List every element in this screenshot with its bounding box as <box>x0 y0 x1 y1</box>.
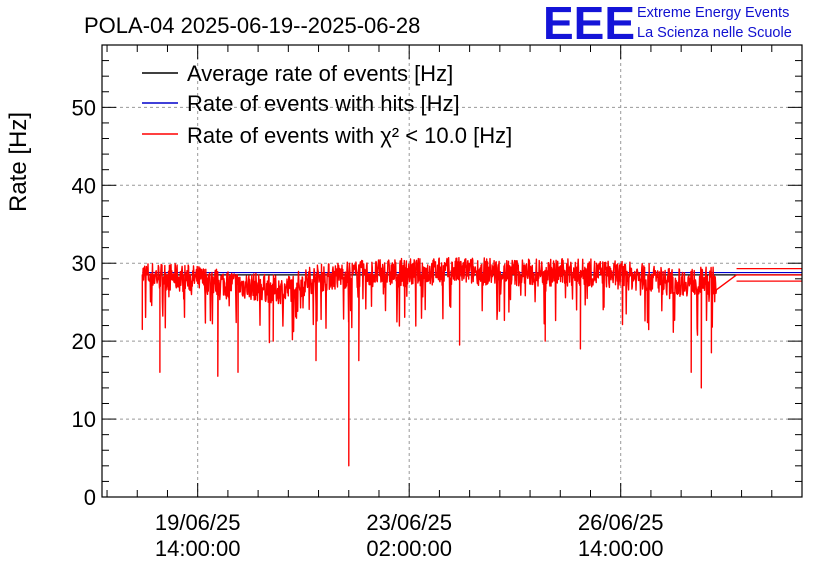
x-tick-time-1: 02:00:00 <box>366 536 452 561</box>
x-tick-time-2: 14:00:00 <box>578 536 664 561</box>
plot-frame <box>101 44 803 498</box>
legend: Average rate of events [Hz] Rate of even… <box>142 61 512 148</box>
x-tick-labels: 19/06/2514:00:0023/06/2502:00:0026/06/25… <box>155 510 664 561</box>
y-tick-30: 30 <box>72 251 96 276</box>
y-tick-40: 40 <box>72 173 96 198</box>
x-tick-date-1: 23/06/25 <box>366 510 452 535</box>
x-tick-date-2: 26/06/25 <box>578 510 664 535</box>
y-tick-20: 20 <box>72 329 96 354</box>
y-tick-50: 50 <box>72 95 96 120</box>
y-tick-labels: 0 10 20 30 40 50 <box>72 95 96 510</box>
logo-line2: La Scienza nelle Scuole <box>637 25 792 41</box>
y-axis-label: Rate [Hz] <box>5 112 32 212</box>
eee-logo: EEE Extreme Energy Events La Scienza nel… <box>543 0 792 49</box>
legend-label-average: Average rate of events [Hz] <box>187 61 453 86</box>
plot-series <box>141 257 802 467</box>
y-tick-10: 10 <box>72 407 96 432</box>
logo-line1: Extreme Energy Events <box>637 5 789 21</box>
chart-title: POLA-04 2025-06-19--2025-06-28 <box>84 13 420 38</box>
series-chi2-line <box>141 257 802 467</box>
x-tick-date-0: 19/06/25 <box>155 510 241 535</box>
y-tick-0: 0 <box>84 485 96 510</box>
axes <box>101 44 803 498</box>
logo-mark: EEE <box>543 0 635 49</box>
legend-label-chi2: Rate of events with χ² < 10.0 [Hz] <box>187 123 512 148</box>
legend-label-hits: Rate of events with hits [Hz] <box>187 91 460 116</box>
x-tick-time-0: 14:00:00 <box>155 536 241 561</box>
